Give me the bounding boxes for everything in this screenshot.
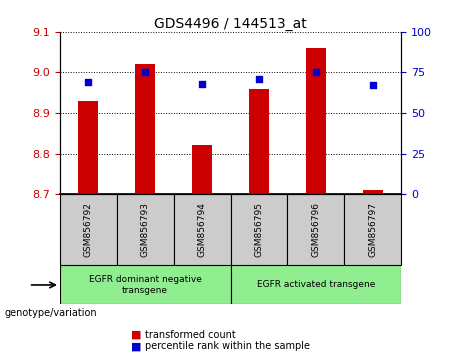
Bar [230, 266, 401, 304]
Text: EGFR activated transgene: EGFR activated transgene [257, 280, 375, 290]
Bar [117, 194, 174, 266]
Text: GSM856797: GSM856797 [368, 202, 377, 257]
Point [255, 76, 263, 82]
Text: GSM856796: GSM856796 [311, 202, 320, 257]
Text: GSM856794: GSM856794 [198, 202, 207, 257]
Bar [306, 48, 326, 194]
Text: genotype/variation: genotype/variation [5, 308, 97, 318]
Text: ■: ■ [131, 330, 141, 339]
Bar [287, 194, 344, 266]
Bar [230, 194, 287, 266]
Text: percentile rank within the sample: percentile rank within the sample [145, 341, 310, 351]
Text: GSM856793: GSM856793 [141, 202, 150, 257]
Title: GDS4496 / 144513_at: GDS4496 / 144513_at [154, 17, 307, 31]
Point [142, 70, 149, 75]
Bar [344, 194, 401, 266]
Point [85, 79, 92, 85]
Text: transformed count: transformed count [145, 330, 236, 339]
Bar [78, 101, 98, 194]
Bar [249, 88, 269, 194]
Bar [60, 266, 230, 304]
Text: ■: ■ [131, 341, 141, 351]
Point [312, 70, 319, 75]
Point [369, 82, 376, 88]
Text: EGFR dominant negative
transgene: EGFR dominant negative transgene [89, 275, 201, 295]
Bar [363, 190, 383, 194]
Bar [135, 64, 155, 194]
Bar [174, 194, 230, 266]
Point [198, 81, 206, 87]
Bar [192, 145, 212, 194]
Text: GSM856795: GSM856795 [254, 202, 263, 257]
Text: GSM856792: GSM856792 [84, 202, 93, 257]
Bar [60, 194, 117, 266]
